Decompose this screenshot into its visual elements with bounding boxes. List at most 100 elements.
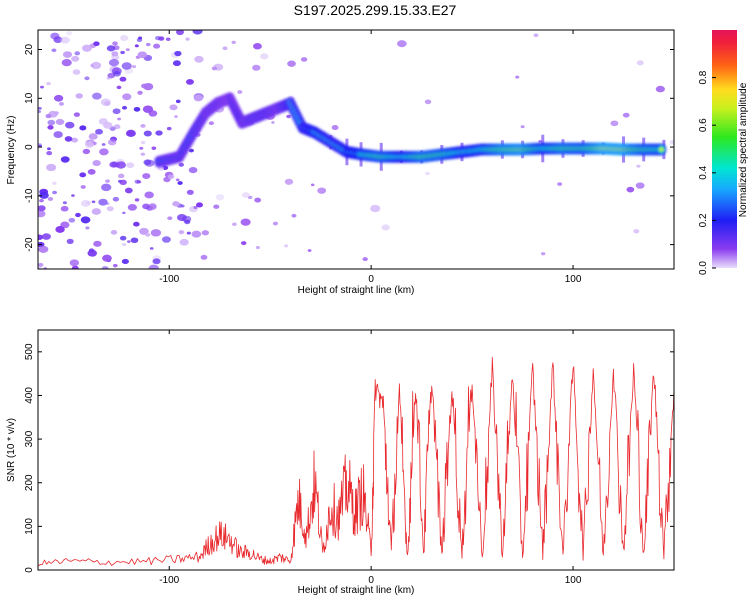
spectrogram-noise-blob [635, 182, 645, 189]
colorbar-gradient [712, 30, 737, 268]
spectrogram-noise-blob [557, 182, 563, 186]
spectrogram-noise-blob [93, 41, 100, 47]
spectrogram-noise-blob [73, 112, 80, 117]
spectrogram-noise-blob [92, 160, 101, 167]
spectrogram-x-ticks: -100 0 100 [159, 30, 582, 285]
spectrogram-noise-blob [300, 57, 308, 62]
colorbar-tick-label: 0.2 [698, 213, 709, 227]
spectrogram-noise-blob [177, 213, 187, 222]
spectrogram-noise-blob [215, 194, 225, 201]
spectrogram-noise-blob [71, 194, 75, 197]
spectrogram-noise-blob [196, 202, 203, 208]
spectrogram-noise-blob [260, 53, 269, 60]
y-tick-label: 10 [24, 92, 35, 104]
snr-frame [37, 329, 675, 571]
spectrogram-noise-blob [286, 114, 291, 119]
spectrogram-noise-blob [52, 190, 58, 195]
spectrogram-noise-blob [53, 131, 63, 138]
x-tick-label: 100 [565, 575, 582, 586]
spectrogram-noise-blob [172, 60, 181, 67]
colorbar-tick-label: 0.4 [698, 165, 709, 179]
spectrogram-noise-blob [112, 45, 120, 51]
spectrogram-noise-blob [124, 187, 133, 194]
spectrogram-noise-blob [231, 222, 237, 227]
y-tick-label: 20 [24, 44, 35, 56]
spectrogram-noise-blob [136, 38, 143, 43]
spectrogram-noise-blob [80, 200, 91, 207]
spectrogram-noise-blob [149, 247, 154, 250]
spectrogram-noise-blob [194, 55, 204, 63]
spectrogram-noise-blob [122, 211, 126, 215]
spectrogram-noise-blob [38, 205, 46, 212]
colorbar-tick-label: 0.6 [698, 118, 709, 132]
y-tick-label: 300 [24, 430, 35, 447]
spectrogram-noise-blob [191, 230, 202, 238]
spectrogram-noise-blob [80, 216, 91, 224]
spectrogram-noise [38, 30, 674, 269]
spectrogram-noise-blob [38, 245, 49, 254]
spectrogram-noise-blob [47, 147, 51, 151]
spectrogram-noise-blob [46, 150, 53, 156]
spectrogram-noise-blob [145, 232, 151, 237]
spectrogram-frame [37, 29, 675, 270]
spectrogram-noise-blob [133, 221, 140, 227]
spectrogram-noise-blob [186, 189, 194, 195]
spectrogram-noise-blob [317, 187, 327, 194]
spectrogram-noise-blob [60, 156, 70, 163]
spectrogram-noise-blob [106, 76, 111, 80]
spectrogram-noise-blob [140, 140, 146, 145]
spectrogram-noise-blob [38, 234, 43, 241]
spectrogram-noise-blob [55, 118, 65, 126]
spectrogram-noise-blob [39, 191, 49, 199]
spectrogram-noise-blob [142, 203, 151, 210]
spectrogram-noise-blob [99, 148, 109, 156]
spectrogram-noise-blob [85, 226, 90, 230]
spectrogram-noise-blob [201, 230, 209, 236]
spectrogram-noise-blob [192, 30, 203, 35]
spectrogram-noise-blob [515, 75, 520, 79]
spectrogram-noise-blob [287, 60, 296, 67]
spectrogram-noise-blob [101, 266, 109, 269]
chart-title: S197.2025.299.15.33.E27 [293, 2, 457, 18]
spectrogram-noise-blob [174, 115, 178, 118]
spectrogram-noise-blob [109, 161, 118, 168]
spectrogram-y-label: Frequency (Hz) [6, 116, 17, 185]
spectrogram-noise-blob [87, 249, 97, 257]
spectrogram-noise-blob [121, 62, 132, 70]
spectrogram-noise-blob [150, 229, 162, 237]
spectrogram-noise-blob [307, 249, 312, 252]
spectrogram-noise-blob [655, 85, 665, 93]
spectrogram-noise-blob [47, 197, 54, 201]
spectrogram-noise-blob [240, 241, 247, 246]
spectrogram-noise-blob [241, 192, 250, 198]
spectrogram-noise-blob [626, 186, 635, 193]
spectrogram-noise-blob [167, 216, 173, 221]
y-tick-label: 0 [24, 567, 35, 573]
spectrogram-noise-blob [51, 48, 57, 53]
spectrogram-noise-blob [237, 90, 243, 94]
spectrogram-noise-blob [178, 230, 185, 235]
spectrogram-noise-blob [38, 262, 44, 267]
spectrogram-noise-blob [143, 159, 152, 166]
spectrogram-noise-blob [38, 110, 42, 113]
spectrogram-noise-blob [636, 164, 641, 168]
spectrogram-noise-blob [166, 126, 172, 131]
spectrogram-noise-blob [177, 181, 183, 185]
spectrogram-noise-blob [71, 137, 79, 143]
spectrogram-noise-blob [200, 254, 208, 260]
spectrogram-noise-blob [112, 263, 118, 268]
spectrogram-noise-blob [79, 172, 87, 178]
y-tick-label: -10 [24, 188, 35, 203]
spectrogram-noise-blob [108, 58, 120, 67]
spectrogram-noise-blob [47, 119, 56, 126]
spectrogram-noise-blob [134, 179, 141, 184]
spectrogram-noise-blob [115, 161, 126, 169]
spectrogram-noise-blob [153, 43, 161, 49]
spectrogram-noise-blob [213, 204, 220, 209]
snr-series-line [38, 356, 674, 567]
spectrogram-noise-blob [134, 44, 139, 48]
spectrogram-noise-blob [126, 162, 135, 169]
spectrogram-noise-blob [105, 179, 110, 183]
spectrogram-noise-blob [222, 46, 228, 51]
